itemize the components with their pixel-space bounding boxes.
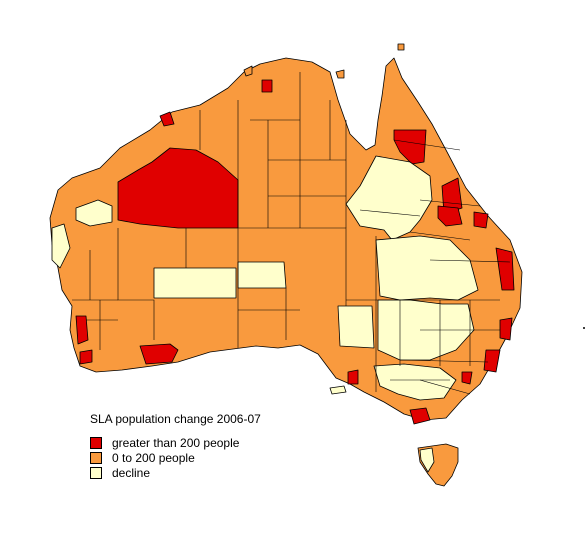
legend-swatch-low [90, 466, 102, 479]
region-melbourne-growth [409, 407, 431, 425]
region-coast-growth-2 [495, 247, 515, 291]
region-bowen-growth [441, 177, 463, 215]
region-gascoyne-decline [75, 199, 113, 227]
region-coast-growth-5 [461, 371, 473, 385]
legend-item-mid: 0 to 200 people [90, 450, 261, 465]
region-kimberley-growth [159, 111, 175, 127]
lord-howe-island [583, 327, 585, 329]
region-coast-growth-1 [473, 211, 489, 229]
region-coast-growth-4 [483, 349, 501, 373]
tasmania-decline-area [419, 447, 435, 473]
map-legend: SLA population change 2006-07 greater th… [90, 412, 261, 480]
mainland-australia [49, 57, 523, 421]
legend-swatch-mid [90, 451, 102, 464]
region-qld-west-decline [345, 155, 433, 241]
region-perth-growth [75, 315, 89, 345]
region-nt-growth [261, 79, 273, 93]
island-north-1 [243, 65, 253, 77]
legend-item-low: decline [90, 465, 261, 480]
region-central-decline [153, 267, 237, 299]
island-torres [397, 43, 405, 51]
region-sw-growth [79, 349, 93, 365]
region-sa-decline [337, 305, 375, 349]
region-victoria-decline [373, 363, 457, 401]
sla-boundaries [72, 72, 511, 395]
island-north-2 [335, 69, 345, 79]
legend-label-low: decline [112, 465, 151, 480]
legend-item-high: greater than 200 people [90, 435, 261, 450]
legend-swatch-high [90, 436, 102, 449]
region-pilbara-growth [117, 147, 239, 229]
region-central-qld-growth [437, 205, 463, 227]
legend-label-mid: 0 to 200 people [112, 450, 195, 465]
region-wa-coast-decline [51, 223, 71, 269]
region-ngaanyatjarra-decline [237, 261, 287, 289]
legend-title: SLA population change 2006-07 [90, 412, 261, 426]
region-goldfields-growth [139, 343, 179, 365]
kangaroo-island [329, 385, 347, 395]
region-adelaide-growth [347, 369, 359, 385]
region-qld-south-decline [375, 235, 479, 301]
legend-label-high: greater than 200 people [112, 435, 240, 450]
region-coast-growth-3 [499, 317, 513, 341]
